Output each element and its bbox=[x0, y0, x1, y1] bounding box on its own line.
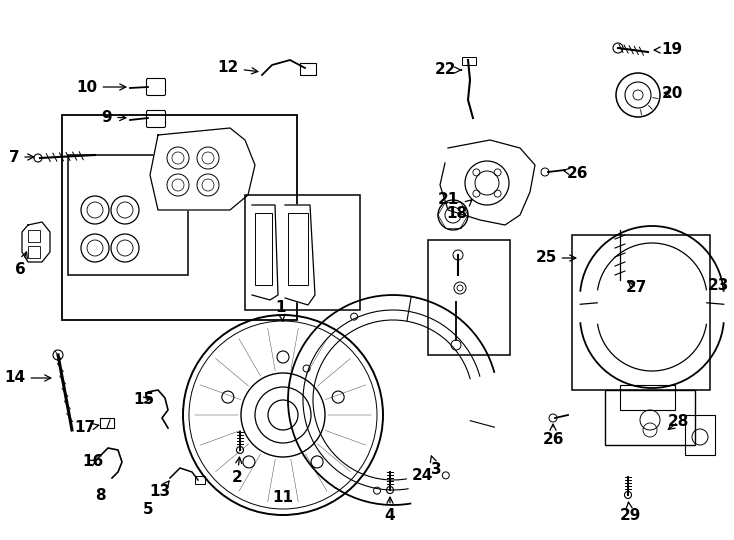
Polygon shape bbox=[440, 140, 535, 225]
Text: 18: 18 bbox=[446, 200, 472, 220]
Text: 9: 9 bbox=[102, 110, 126, 125]
Bar bbox=[255, 213, 272, 285]
Text: 11: 11 bbox=[272, 490, 294, 505]
Bar bbox=[245, 195, 360, 310]
Bar bbox=[195, 476, 205, 484]
Bar bbox=[685, 415, 715, 455]
Polygon shape bbox=[252, 205, 278, 300]
Text: 16: 16 bbox=[82, 455, 103, 469]
Bar bbox=[462, 57, 476, 65]
Polygon shape bbox=[22, 222, 50, 262]
Bar bbox=[572, 235, 710, 390]
Text: 15: 15 bbox=[134, 393, 155, 408]
Bar bbox=[28, 246, 40, 258]
Text: 8: 8 bbox=[95, 488, 105, 503]
Bar bbox=[300, 63, 316, 75]
Text: 22: 22 bbox=[435, 63, 462, 78]
Text: 1: 1 bbox=[276, 300, 286, 321]
Text: 2: 2 bbox=[232, 457, 242, 485]
Bar bbox=[428, 240, 510, 355]
Text: 29: 29 bbox=[619, 502, 641, 523]
Text: 24: 24 bbox=[411, 469, 432, 483]
Bar bbox=[620, 385, 675, 410]
Text: 7: 7 bbox=[9, 150, 34, 165]
Text: 12: 12 bbox=[217, 60, 258, 76]
Text: 25: 25 bbox=[535, 251, 576, 266]
Polygon shape bbox=[285, 205, 315, 305]
Bar bbox=[605, 390, 695, 445]
Text: 3: 3 bbox=[430, 456, 441, 477]
Text: 10: 10 bbox=[76, 79, 126, 94]
Bar bbox=[100, 418, 114, 428]
Text: 23: 23 bbox=[708, 278, 729, 293]
Text: 27: 27 bbox=[625, 280, 647, 295]
Text: 26: 26 bbox=[542, 424, 564, 448]
Text: 5: 5 bbox=[142, 503, 153, 517]
Text: 28: 28 bbox=[667, 415, 688, 429]
Text: 14: 14 bbox=[4, 370, 51, 386]
Polygon shape bbox=[150, 128, 255, 210]
Text: 20: 20 bbox=[661, 85, 683, 100]
Text: 19: 19 bbox=[654, 43, 683, 57]
Text: 4: 4 bbox=[385, 497, 396, 523]
Text: 17: 17 bbox=[74, 421, 99, 435]
Bar bbox=[28, 230, 40, 242]
Text: 26: 26 bbox=[564, 165, 589, 180]
Bar bbox=[68, 155, 188, 275]
Bar bbox=[288, 213, 308, 285]
Text: 21: 21 bbox=[437, 192, 459, 207]
Text: 6: 6 bbox=[15, 252, 27, 278]
Text: 13: 13 bbox=[150, 481, 170, 500]
Bar bbox=[62, 115, 297, 320]
